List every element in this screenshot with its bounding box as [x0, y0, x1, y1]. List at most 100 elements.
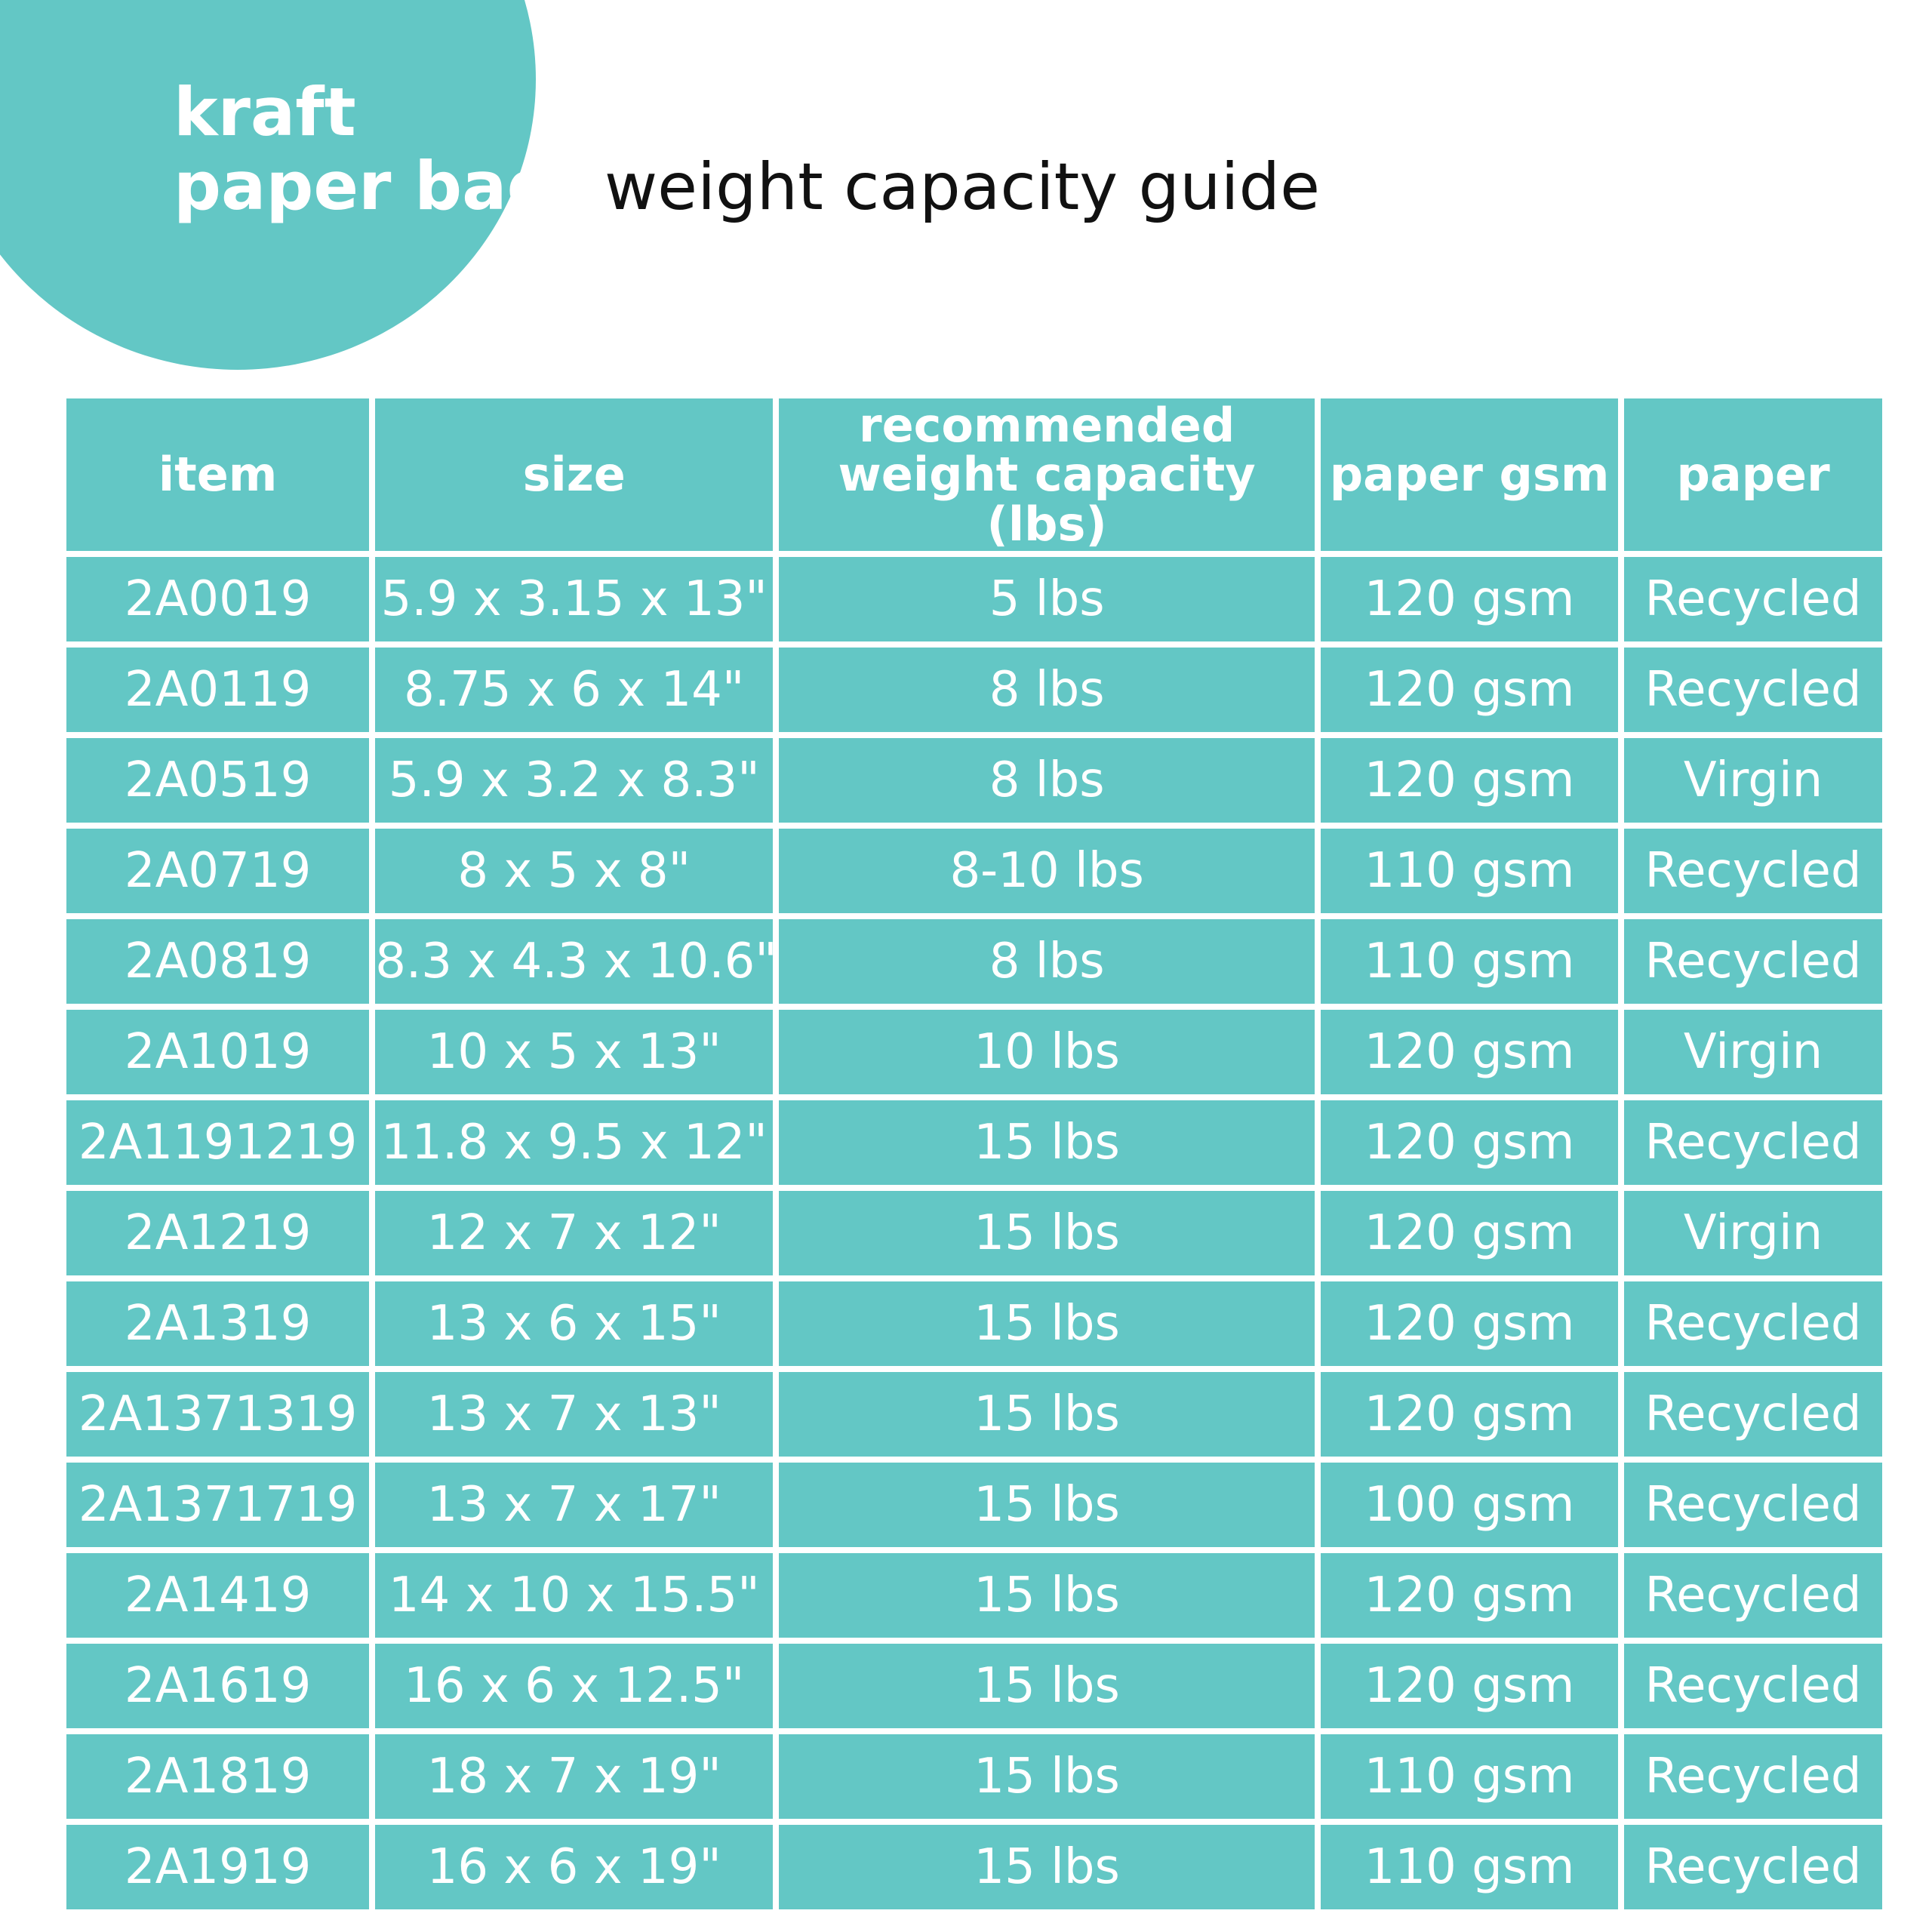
- cell-size: 8.3 x 4.3 x 10.6": [375, 919, 777, 1004]
- table-row: 2A1191219 11.8 x 9.5 x 12" 15 lbs 120 gsm Re…: [66, 1100, 1882, 1185]
- cell-weight-capacity: 8 lbs: [779, 738, 1315, 823]
- cell-paper: Recycled: [1624, 1372, 1882, 1457]
- cell-size: 10 x 5 x 13": [375, 1010, 774, 1094]
- cell-paper-gsm: 110 gsm: [1321, 919, 1619, 1004]
- table-row: 2A0719 8 x 5 x 8" 8-10 lbs 110 gsm Recycled: [66, 829, 1882, 913]
- cell-paper: Recycled: [1624, 1644, 1882, 1728]
- table-header-row: item size recommended weight capacity (l…: [66, 398, 1882, 551]
- cell-weight-capacity: 15 lbs: [779, 1281, 1315, 1366]
- header-item: item: [66, 398, 370, 551]
- cell-weight-capacity: 8 lbs: [779, 648, 1315, 732]
- title-subtitle: weight capacity guide: [604, 149, 1321, 225]
- table-row: 2A1371319 13 x 7 x 13" 15 lbs 120 gsm Recycl…: [66, 1372, 1882, 1457]
- table-row: 2A1419 14 x 10 x 15.5" 15 lbs 120 gsm Recycl…: [66, 1553, 1882, 1638]
- cell-weight-capacity: 15 lbs: [779, 1644, 1315, 1728]
- cell-size: 5.9 x 3.2 x 8.3": [375, 738, 774, 823]
- title-line-two: paper bags weight capacity guide: [174, 153, 1320, 220]
- header-size: size: [375, 398, 774, 551]
- cell-paper-gsm: 120 gsm: [1321, 557, 1619, 641]
- cell-size: 16 x 6 x 12.5": [375, 1644, 774, 1728]
- cell-paper: Virgin: [1624, 1191, 1882, 1275]
- cell-item: 2A1619: [66, 1644, 370, 1728]
- cell-paper-gsm: 120 gsm: [1321, 1010, 1619, 1094]
- cell-weight-capacity: 15 lbs: [779, 1553, 1315, 1638]
- cell-paper: Recycled: [1624, 829, 1882, 913]
- cell-weight-capacity: 15 lbs: [779, 1372, 1315, 1457]
- cell-paper: Recycled: [1624, 1553, 1882, 1638]
- cell-size: 12 x 7 x 12": [375, 1191, 774, 1275]
- cell-item: 2A1019: [66, 1010, 370, 1094]
- cell-paper-gsm: 120 gsm: [1321, 1281, 1619, 1366]
- cell-paper-gsm: 120 gsm: [1321, 1644, 1619, 1728]
- capacity-table: item size recommended weight capacity (l…: [60, 392, 1888, 1915]
- cell-size: 18 x 7 x 19": [375, 1734, 774, 1819]
- cell-item: 2A1419: [66, 1553, 370, 1638]
- table-row: 2A1219 12 x 7 x 12" 15 lbs 120 gsm Virgin: [66, 1191, 1882, 1275]
- cell-item: 2A0819: [66, 919, 370, 1004]
- cell-item: 2A0119: [66, 648, 370, 732]
- cell-paper-gsm: 100 gsm: [1321, 1463, 1619, 1547]
- cell-paper-gsm: 120 gsm: [1321, 1100, 1619, 1185]
- cell-weight-capacity: 15 lbs: [779, 1191, 1315, 1275]
- table-row: 2A0519 5.9 x 3.2 x 8.3" 8 lbs 120 gsm Virgin: [66, 738, 1882, 823]
- table-row: 2A1319 13 x 6 x 15" 15 lbs 120 gsm Recycled: [66, 1281, 1882, 1366]
- cell-paper-gsm: 110 gsm: [1321, 1734, 1619, 1819]
- cell-size: 13 x 7 x 13": [375, 1372, 774, 1457]
- cell-paper: Virgin: [1624, 1010, 1882, 1094]
- cell-weight-capacity: 10 lbs: [779, 1010, 1315, 1094]
- header-paper: paper: [1624, 398, 1882, 551]
- capacity-table-container: item size recommended weight capacity (l…: [66, 398, 1882, 1909]
- table-row: 2A0819 8.3 x 4.3 x 10.6" 8 lbs 110 gsm Recyc…: [66, 919, 1882, 1004]
- cell-size: 8 x 5 x 8": [375, 829, 774, 913]
- cell-paper: Recycled: [1624, 1734, 1882, 1819]
- page-title: kraft paper bags weight capacity guide: [174, 79, 1320, 220]
- cell-paper: Recycled: [1624, 1463, 1882, 1547]
- cell-item: 2A0519: [66, 738, 370, 823]
- table-row: 2A1019 10 x 5 x 13" 10 lbs 120 gsm Virgin: [66, 1010, 1882, 1094]
- title-paper-bags: paper bags: [174, 147, 594, 225]
- cell-item: 2A1191219: [66, 1100, 370, 1185]
- table-row: 2A0119 8.75 x 6 x 14" 8 lbs 120 gsm Recycled: [66, 648, 1882, 732]
- cell-weight-capacity: 15 lbs: [779, 1734, 1315, 1819]
- cell-paper: Virgin: [1624, 738, 1882, 823]
- cell-paper: Recycled: [1624, 1825, 1882, 1909]
- cell-item: 2A0719: [66, 829, 370, 913]
- cell-size: 5.9 x 3.15 x 13": [375, 557, 774, 641]
- cell-item: 2A1919: [66, 1825, 370, 1909]
- cell-weight-capacity: 15 lbs: [779, 1825, 1315, 1909]
- cell-weight-capacity: 15 lbs: [779, 1463, 1315, 1547]
- cell-paper-gsm: 120 gsm: [1321, 648, 1619, 732]
- cell-size: 8.75 x 6 x 14": [375, 648, 774, 732]
- cell-size: 13 x 6 x 15": [375, 1281, 774, 1366]
- cell-item: 2A1819: [66, 1734, 370, 1819]
- cell-paper-gsm: 110 gsm: [1321, 1825, 1619, 1909]
- title-line-kraft: kraft: [174, 73, 356, 151]
- cell-paper-gsm: 120 gsm: [1321, 1553, 1619, 1638]
- cell-paper: Recycled: [1624, 648, 1882, 732]
- cell-weight-capacity: 5 lbs: [779, 557, 1315, 641]
- cell-weight-capacity: 8 lbs: [779, 919, 1315, 1004]
- cell-item: 2A1371319: [66, 1372, 370, 1457]
- table-row: 2A1819 18 x 7 x 19" 15 lbs 110 gsm Recycled: [66, 1734, 1882, 1819]
- cell-size: 16 x 6 x 19": [375, 1825, 774, 1909]
- cell-item: 2A1371719: [66, 1463, 370, 1547]
- cell-paper: Recycled: [1624, 557, 1882, 641]
- table-row: 2A0019 5.9 x 3.15 x 13" 5 lbs 120 gsm Recycl…: [66, 557, 1882, 641]
- header-weight-capacity: recommended weight capacity (lbs): [779, 398, 1315, 551]
- table-row: 2A1919 16 x 6 x 19" 15 lbs 110 gsm Recycled: [66, 1825, 1882, 1909]
- cell-paper-gsm: 120 gsm: [1321, 738, 1619, 823]
- cell-paper-gsm: 120 gsm: [1321, 1372, 1619, 1457]
- cell-size: 14 x 10 x 15.5": [375, 1553, 774, 1638]
- cell-paper: Recycled: [1624, 1281, 1882, 1366]
- cell-paper: Recycled: [1624, 919, 1882, 1004]
- table-row: 2A1371719 13 x 7 x 17" 15 lbs 100 gsm Recycl…: [66, 1463, 1882, 1547]
- cell-size: 11.8 x 9.5 x 12": [375, 1100, 774, 1185]
- cell-size: 13 x 7 x 17": [375, 1463, 774, 1547]
- cell-item: 2A1219: [66, 1191, 370, 1275]
- cell-paper-gsm: 110 gsm: [1321, 829, 1619, 913]
- cell-item: 2A1319: [66, 1281, 370, 1366]
- cell-item: 2A0019: [66, 557, 370, 641]
- cell-paper-gsm: 120 gsm: [1321, 1191, 1619, 1275]
- table-row: 2A1619 16 x 6 x 12.5" 15 lbs 120 gsm Recycle…: [66, 1644, 1882, 1728]
- table-body: 2A0019 5.9 x 3.15 x 13" 5 lbs 120 gsm Recycl…: [66, 557, 1882, 1909]
